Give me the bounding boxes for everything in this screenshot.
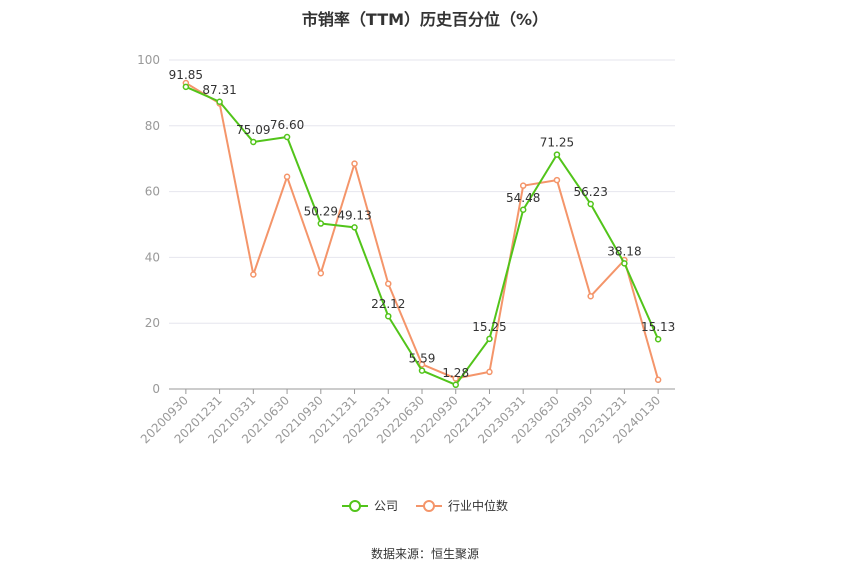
data-label: 15.25 bbox=[472, 320, 506, 334]
legend-label-industry: 行业中位数 bbox=[448, 499, 509, 513]
data-point-industry bbox=[553, 176, 561, 184]
y-tick-label: 80 bbox=[145, 119, 160, 133]
legend-item-industry[interactable]: 行业中位数 bbox=[416, 497, 508, 514]
data-point-industry bbox=[250, 271, 257, 278]
data-point-company bbox=[452, 381, 459, 389]
data-point-company bbox=[519, 206, 527, 214]
data-point-company bbox=[654, 335, 662, 343]
data-point-industry bbox=[418, 361, 426, 368]
data-label: 76.60 bbox=[270, 118, 304, 132]
y-tick-label: 100 bbox=[137, 53, 160, 67]
data-label: 15.13 bbox=[641, 320, 675, 334]
data-point-industry bbox=[587, 292, 594, 300]
data-label: 87.31 bbox=[202, 83, 236, 97]
data-label: 50.29 bbox=[304, 205, 338, 219]
data-label: 54.48 bbox=[506, 191, 540, 205]
legend-swatch-company bbox=[341, 499, 368, 513]
data-source: 数据来源：恒生聚源 bbox=[370, 547, 479, 561]
data-point-industry bbox=[317, 269, 325, 277]
data-point-company bbox=[250, 138, 257, 146]
legend-label-company: 公司 bbox=[373, 499, 398, 513]
legend-item-company[interactable]: 公司 bbox=[341, 497, 398, 514]
data-point-industry bbox=[283, 173, 291, 181]
data-label: 75.09 bbox=[236, 123, 270, 137]
legend: 公司 行业中位数 bbox=[0, 497, 850, 514]
data-point-company bbox=[182, 83, 190, 91]
data-label: 91.85 bbox=[169, 68, 203, 82]
data-label: 38.18 bbox=[607, 244, 641, 258]
data-point-industry bbox=[654, 376, 662, 384]
data-label: 22.12 bbox=[371, 297, 405, 311]
data-point-industry bbox=[519, 182, 527, 189]
data-point-company bbox=[587, 200, 594, 208]
data-point-company bbox=[553, 151, 561, 158]
data-point-company bbox=[283, 133, 291, 141]
data-point-company bbox=[418, 367, 426, 374]
data-point-company bbox=[317, 220, 325, 227]
data-point-company bbox=[621, 260, 628, 267]
data-point-industry bbox=[452, 375, 459, 382]
data-point-company bbox=[351, 224, 358, 231]
y-tick-label: 0 bbox=[152, 382, 160, 396]
data-point-company bbox=[486, 335, 493, 343]
chart-title: 市销率（TTM）历史百分位（%） bbox=[301, 10, 549, 29]
data-point-industry bbox=[486, 368, 493, 376]
y-tick-label: 60 bbox=[145, 185, 160, 199]
y-tick-label: 20 bbox=[145, 316, 160, 330]
y-tick-label: 40 bbox=[145, 250, 160, 264]
data-label: 1.28 bbox=[442, 366, 469, 380]
data-label: 71.25 bbox=[540, 136, 574, 150]
data-point-company bbox=[216, 98, 223, 106]
data-label: 49.13 bbox=[337, 208, 371, 222]
data-point-industry bbox=[351, 160, 358, 167]
data-label: 56.23 bbox=[573, 185, 607, 199]
legend-swatch-industry bbox=[416, 499, 442, 513]
data-label: 5.59 bbox=[409, 352, 436, 366]
data-point-industry bbox=[385, 280, 392, 287]
data-point-company bbox=[385, 312, 392, 320]
